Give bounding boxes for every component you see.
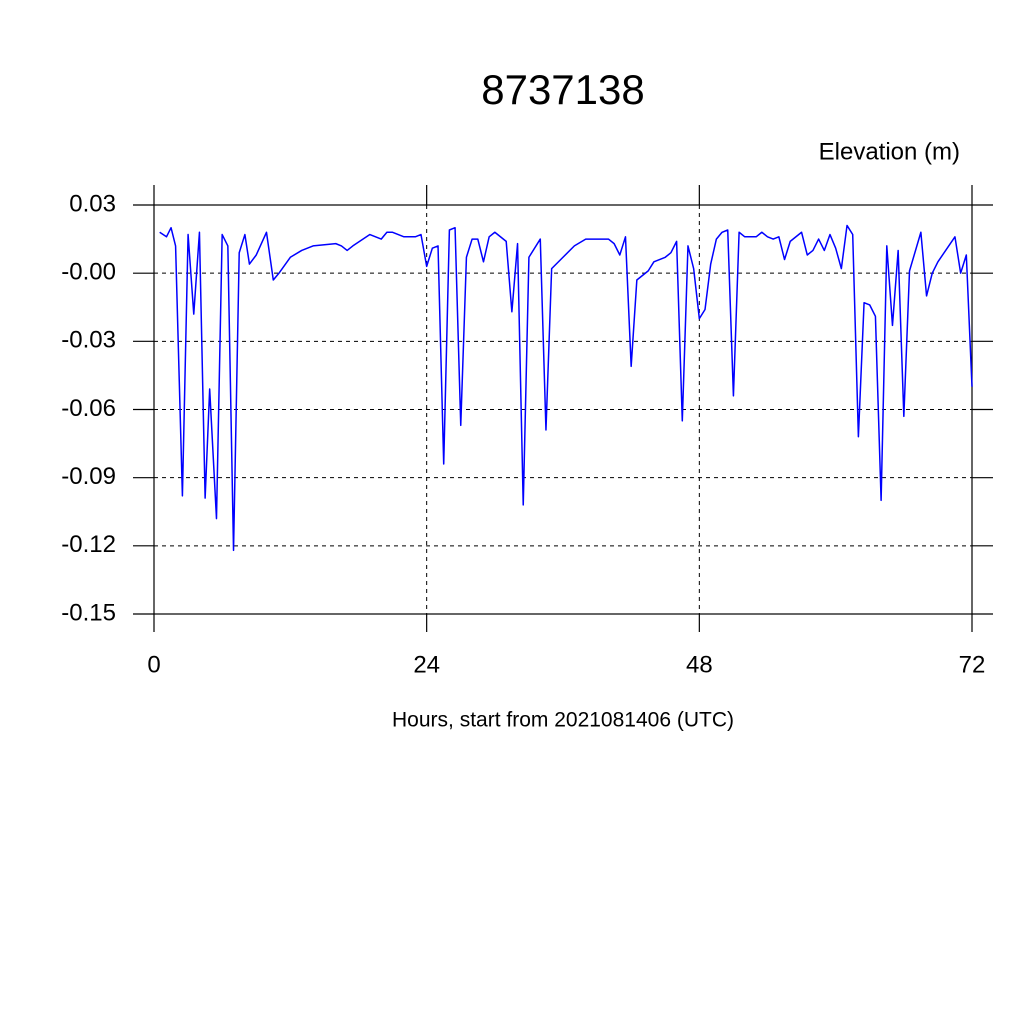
x-axis-label: Hours, start from 2021081406 (UTC) (392, 709, 734, 732)
y-tick-label: -0.03 (61, 327, 116, 354)
chart-title: 8737138 (481, 66, 645, 113)
y-axis-label: Elevation (m) (819, 138, 960, 165)
data-line (159, 224, 973, 552)
y-tick-label: -0.09 (61, 463, 116, 490)
y-tick-label: -0.15 (61, 599, 116, 626)
x-tick-label: 72 (959, 651, 986, 678)
y-tick-label: -0.00 (61, 259, 116, 286)
y-tick-label: -0.06 (61, 395, 116, 422)
x-tick-label: 48 (686, 651, 713, 678)
x-tick-label: 24 (413, 651, 440, 678)
y-tick-label: 0.03 (69, 190, 116, 217)
x-tick-label: 0 (147, 651, 160, 678)
y-tick-label: -0.12 (61, 531, 116, 558)
